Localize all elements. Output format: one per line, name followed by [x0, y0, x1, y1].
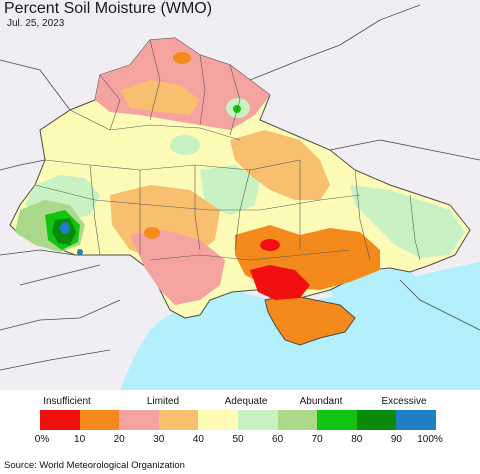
north-orange-spot: [173, 52, 191, 64]
legend-swatch-7: [317, 410, 357, 430]
north-central-green: [170, 135, 200, 155]
legend-tick-7: 70: [311, 434, 323, 445]
east-dry-band: [230, 130, 330, 200]
map-title: Percent Soil Moisture (WMO): [4, 0, 213, 17]
legend-swatch-1: [79, 410, 120, 430]
region-borders: [34, 39, 421, 261]
legend-tick-0: 0%: [34, 434, 50, 445]
legend-swatch-4: [198, 410, 238, 430]
legend-tick-5: 50: [232, 434, 244, 445]
legend-tick-2: 20: [113, 434, 125, 445]
east-green-zone: [350, 185, 465, 258]
southwest-orange-spot: [144, 227, 160, 239]
legend-swatch-6: [277, 410, 318, 430]
southeast-limited-spot: [260, 239, 280, 251]
legend-swatch-3: [158, 410, 199, 430]
crimea: [264, 294, 356, 346]
legend-category-excessive: Excessive: [381, 396, 427, 407]
map-date: Jul. 25, 2023: [7, 18, 65, 29]
source-note: Source: World Meteorological Organizatio…: [4, 460, 185, 471]
northeast-green-core: [233, 105, 241, 113]
legend-category-adequate: Adequate: [224, 396, 268, 407]
legend-tick-3: 30: [153, 434, 165, 445]
legend-category-abundant: Abundant: [299, 396, 343, 407]
legend-swatch-2: [119, 410, 159, 430]
central-green-zone: [200, 165, 260, 215]
country-borders: [0, 4, 480, 371]
legend-swatch-8: [356, 410, 397, 430]
soil-moisture-map: [0, 0, 480, 390]
north-orange-patch: [120, 80, 200, 115]
legend-tick-1: 10: [74, 434, 86, 445]
legend-category-limited: Limited: [146, 396, 180, 407]
legend-tick-8: 80: [351, 434, 363, 445]
legend-color-bar: [40, 410, 436, 430]
southwest-excessive-spot: [77, 249, 83, 255]
kherson-dry-zone: [250, 265, 310, 300]
legend-category-insufficient: Insufficient: [43, 396, 91, 407]
legend-swatch-9: [396, 410, 436, 430]
sea-of-azov: [330, 268, 416, 300]
south-limited-zone: [130, 230, 225, 305]
legend-tick-4: 40: [192, 434, 204, 445]
legend-tick-10: 100%: [417, 434, 443, 445]
legend-tick-9: 90: [390, 434, 402, 445]
legend-tick-6: 60: [272, 434, 284, 445]
legend-swatch-0: [40, 410, 80, 430]
west-excessive-spot: [60, 222, 70, 234]
legend-swatch-5: [237, 410, 278, 430]
